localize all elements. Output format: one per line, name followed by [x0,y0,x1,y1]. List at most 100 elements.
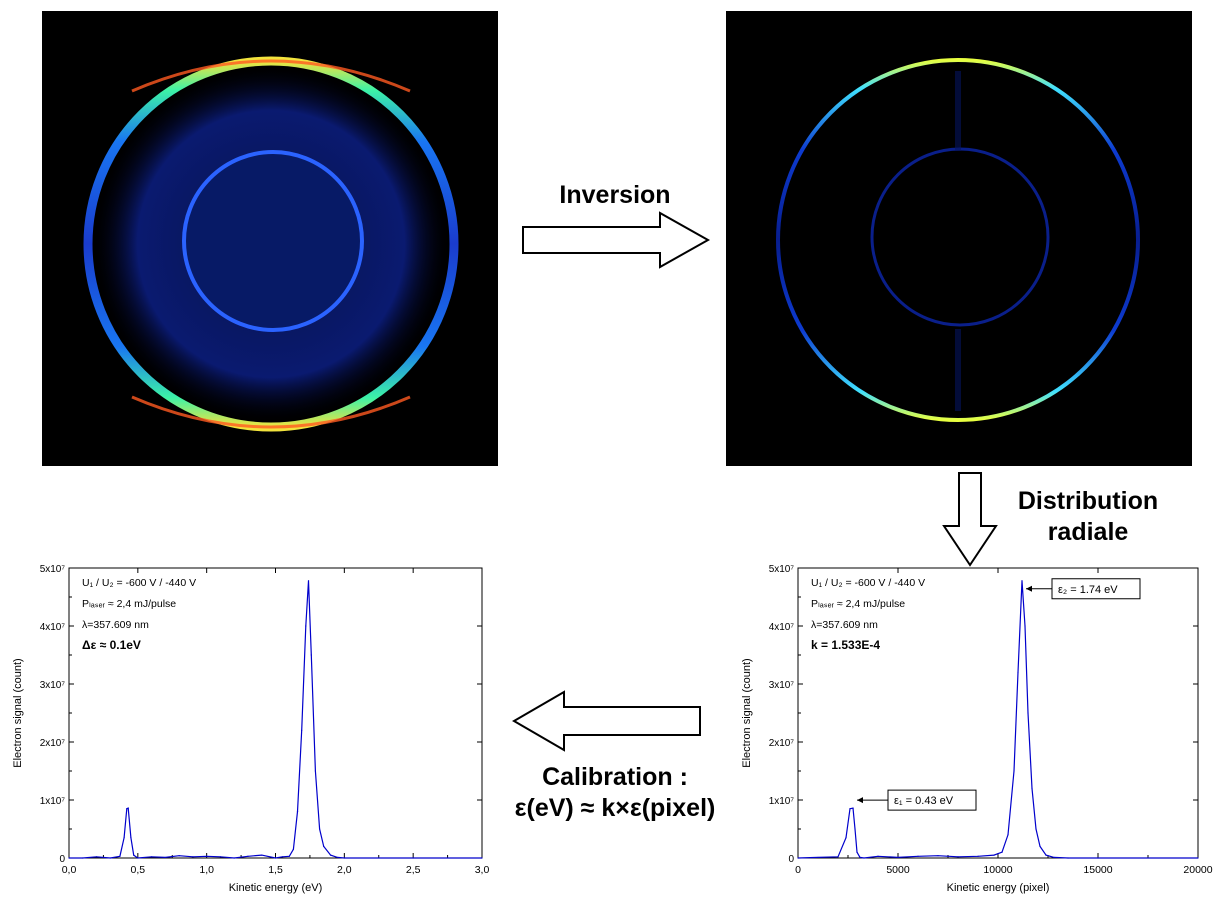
left-arrow-icon [512,690,701,752]
data-point [206,855,208,857]
data-point [1035,828,1037,830]
distribution-label-line2: radiale [1047,518,1129,547]
data-point [126,808,128,810]
distribution-label: Distribution radiale [998,486,1178,549]
data-point [82,857,84,859]
data-point [977,855,979,857]
plot-frame [68,567,483,859]
data-point [1097,857,1099,859]
y-tick-label: 5x10⁷ [769,564,795,575]
data-point [1053,856,1055,859]
data-point [837,856,839,858]
data-point [856,851,858,853]
data-point [877,855,879,857]
x-tick-label: 10000 [983,864,1012,876]
y-tick-label: 4x10⁷ [769,622,795,633]
x-axis-label: Kinetic energy (eV) [229,882,323,894]
data-point [164,856,166,859]
data-point [95,856,98,858]
y-tick-label: 2x10⁷ [769,738,795,749]
data-point [1013,770,1015,772]
data-point [130,837,132,839]
data-point [957,856,959,858]
data-point [1197,857,1199,859]
x-tick-label: 0,5 [131,864,146,876]
y-tick-label: 4x10⁷ [40,622,66,633]
data-point [307,580,310,582]
x-axis-label: Kinetic energy (pixel) [947,882,1050,894]
x-tick-label: 2,0 [337,864,352,876]
spectrum-line [797,580,1198,859]
data-point [192,856,194,858]
spectrum-pixel-chart: 0 5000 10000 15000 20000 0 1x10⁷ 2x10⁷ 3x10⁷ 4x10… [728,558,1216,906]
annotation-line: λ=357.609 nm [82,619,149,631]
data-point [1045,854,1047,856]
data-point [233,857,235,859]
data-point [1021,580,1023,582]
x-tick-label: 20000 [1183,864,1212,876]
data-point [412,857,414,859]
data-point [481,857,483,859]
x-tick-label: 0,0 [62,864,77,876]
calibration-label: Calibration : ε(eV) ≈ k×ε(pixel) [490,762,740,825]
raw-vmi-image [42,11,498,466]
x-tick-label: 1,0 [199,864,214,876]
data-point [133,854,135,856]
data-point [993,854,995,856]
data-point [897,856,899,859]
right-arrow-icon [522,211,711,269]
inverted-vmi-image [726,11,1192,466]
y-axis-label: Electron signal (count) [741,658,753,767]
data-point [119,855,121,857]
data-point [296,811,299,813]
data-point [288,855,290,857]
x-tick-label: 1,5 [268,864,283,876]
data-point [310,654,312,656]
data-point [852,807,854,809]
data-point [109,857,111,859]
y-tick-label: 5x10⁷ [40,564,66,575]
data-point [281,856,283,858]
annotation-line: Pₗₐₛₑᵣ ≈ 2,4 mJ/pulse [811,598,905,610]
annotation-line: Pₗₐₛₑᵣ ≈ 2,4 mJ/pulse [82,598,176,610]
data-point [178,855,180,857]
calibration-label-line1: Calibration : [542,763,688,791]
data-point [301,729,303,731]
arrowhead-icon [1026,585,1032,592]
data-point [937,855,939,857]
data-point [323,845,325,847]
y-tick-label: 2x10⁷ [40,738,66,749]
data-point [1001,851,1003,853]
data-point [219,856,222,858]
annotation-line: Δε ≈ 0.1eV [82,638,141,652]
data-point [68,857,70,859]
y-tick-label: 3x10⁷ [769,680,795,691]
annotation-line: λ=357.609 nm [811,619,878,631]
data-point [854,828,856,830]
x-tick-label: 0 [795,864,801,876]
data-point [1007,834,1009,836]
data-point [917,855,919,857]
spectrum-ev-chart: 0,0 0,5 1,0 1,5 2,0 2,5 3,0 0 1x10⁷ 2x10⁷ 3x10⁷ 4x1… [0,558,500,906]
down-arrow-icon [942,472,998,567]
y-tick-label: 0 [59,854,65,865]
y-tick-label: 1x10⁷ [40,796,66,807]
annotation-line: k = 1.533E-4 [811,638,880,652]
data-point [247,855,249,857]
data-point [318,828,321,830]
data-point [127,807,129,809]
data-point [1067,857,1069,859]
peak-label: ε₂ = 1.74 eV [1058,584,1118,596]
x-tick-label: 5000 [886,864,910,876]
y-axis-label: Electron signal (count) [12,658,24,767]
data-point [817,856,819,859]
data-point [1039,845,1041,847]
data-point [845,837,847,839]
data-point [336,856,339,859]
data-point [849,808,851,810]
arrowhead-icon [857,797,863,804]
plot-frame [797,567,1199,859]
distribution-label-line1: Distribution [1017,487,1159,515]
data-point [137,857,139,859]
annotation-line: U₁ / U₂ = -600 V / -440 V [811,577,925,589]
